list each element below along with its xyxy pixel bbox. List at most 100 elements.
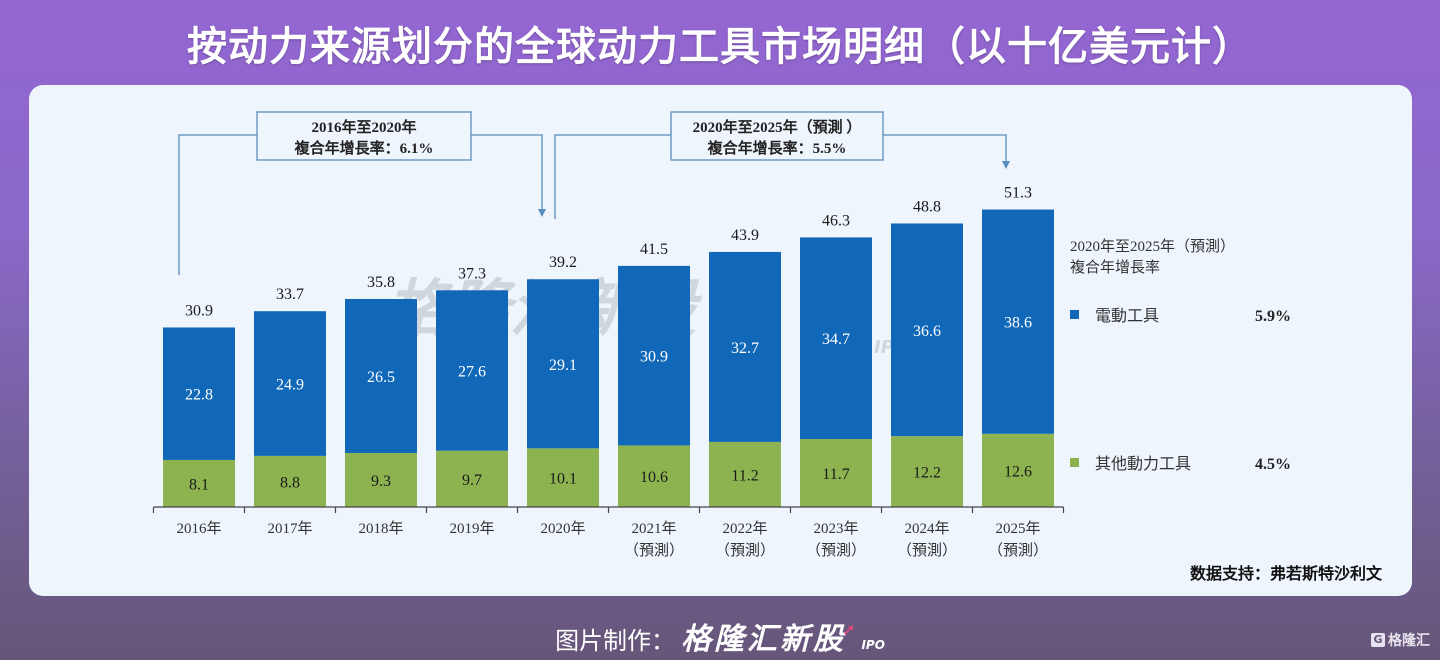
arrow-head-icon — [538, 209, 546, 217]
bar-segment-electric — [709, 251, 781, 442]
annotation-box — [670, 111, 884, 161]
data-label-other: 12.6 — [1004, 463, 1032, 480]
data-label-electric: 29.1 — [549, 357, 577, 374]
bar-segment-other — [345, 452, 417, 507]
data-label-electric: 38.6 — [1004, 315, 1032, 332]
bar-segment-electric — [345, 299, 417, 453]
data-label-other: 8.1 — [189, 476, 209, 493]
annotation-box — [256, 111, 472, 161]
x-tick-label: 2024年 — [904, 520, 949, 537]
bar-segment-other — [436, 450, 508, 507]
x-tick-label: 2016年 — [176, 520, 221, 537]
bar-segment-other — [527, 448, 599, 507]
footer-credit: 图片制作： 格隆汇新股➚ IPO — [0, 614, 1440, 658]
data-label-total: 48.8 — [913, 198, 941, 215]
chart-title: 按动力来源划分的全球动力工具市场明细（以十亿美元计） — [187, 24, 1253, 70]
logo-text: 格隆汇 — [1388, 633, 1430, 649]
data-label-electric: 30.9 — [640, 349, 668, 366]
legend-item-electric: 電動工具 5.9% — [1070, 307, 1291, 325]
bar-segment-electric — [254, 311, 326, 456]
footer-prefix: 图片制作： — [555, 627, 676, 655]
data-label-electric: 34.7 — [822, 331, 850, 348]
x-tick-note: （預測） — [988, 542, 1048, 559]
data-label-total: 30.9 — [185, 302, 213, 319]
logo-icon: G — [1371, 633, 1385, 647]
legend-label: 其他動力工具 — [1095, 455, 1191, 473]
x-tick-label: 2025年 — [995, 520, 1040, 537]
bars-group: 8.1 22.8 30.9 8.8 24.9 33.7 9.3 26.5 35.8 9.7 27.6… — [163, 185, 1054, 507]
data-label-other: 11.7 — [822, 466, 849, 483]
data-label-other: 9.7 — [462, 472, 482, 489]
data-label-total: 43.9 — [731, 227, 759, 244]
bar-segment-electric — [163, 327, 235, 460]
bar-segment-electric — [982, 209, 1054, 434]
annotation-line — [178, 134, 257, 275]
data-label-other: 10.1 — [549, 471, 577, 488]
x-tick-label: 2017年 — [267, 520, 312, 537]
data-label-electric: 22.8 — [185, 387, 213, 404]
x-tick-note: （預測） — [806, 542, 866, 559]
x-tick-label: 2019年 — [449, 520, 494, 537]
data-source: 数据支持：弗若斯特沙利文 — [1189, 564, 1382, 583]
data-label-other: 12.2 — [913, 465, 941, 482]
x-tick-note: （預測） — [897, 542, 957, 559]
legend-label: 電動工具 — [1095, 307, 1159, 325]
bar-segment-other — [709, 441, 781, 507]
bar-segment-electric — [891, 223, 963, 437]
data-label-electric: 24.9 — [276, 377, 304, 394]
x-tick-note: （預測） — [624, 542, 684, 559]
bar-segment-other — [982, 433, 1054, 507]
bar-segment-electric — [618, 265, 690, 446]
bar-segment-other — [254, 455, 326, 507]
bar-segment-other — [618, 445, 690, 507]
x-tick-label: 2023年 — [813, 520, 858, 537]
annotation-line1: 2016年至2020年 — [311, 118, 416, 136]
corner-logo: G 格隆汇 — [1371, 630, 1430, 650]
cagr-annotation-2020-2025: 2020年至2025年（預測 ） 複合年增長率：5.5% — [554, 111, 1010, 219]
x-axis: 2016年 2017年 2018年 2019年 2020年 2021年 （預測） 2022年 （… — [152, 506, 1065, 559]
annotation-line2: 複合年增長率：5.5% — [707, 139, 847, 157]
data-label-total: 41.5 — [640, 241, 668, 258]
data-label-total: 39.2 — [549, 254, 577, 271]
footer-brand: 格隆汇新股 — [681, 622, 847, 657]
legend-title-line1: 2020年至2025年（預測） — [1070, 238, 1235, 255]
stacked-bar-chart: 格隆汇新股 IPO 8.122.830.98.824.933.79.326.53… — [152, 111, 1291, 559]
data-label-total: 35.8 — [367, 274, 395, 291]
data-label-electric: 26.5 — [367, 369, 395, 386]
trend-arrow-icon: ➚ — [842, 620, 856, 639]
data-label-total: 46.3 — [822, 212, 850, 229]
bar-segment-electric — [436, 290, 508, 451]
chart-card: 格隆汇新股 IPO 8.122.830.98.824.933.79.326.53… — [29, 85, 1412, 596]
x-tick-label: 2018年 — [358, 520, 403, 537]
data-label-other: 9.3 — [371, 473, 391, 490]
bar-segment-other — [891, 436, 963, 507]
data-label-other: 10.6 — [640, 469, 668, 486]
bar-segment-electric — [527, 279, 599, 449]
annotation-line — [883, 134, 1007, 161]
data-label-electric: 32.7 — [731, 340, 759, 357]
annotation-line — [554, 134, 671, 219]
x-tick-label: 2022年 — [722, 520, 767, 537]
arrow-head-icon — [1002, 161, 1010, 169]
annotation-line2: 複合年增長率：6.1% — [294, 139, 434, 157]
data-label-electric: 36.6 — [913, 323, 941, 340]
legend-title-line2: 複合年增長率 — [1070, 259, 1160, 276]
legend-cagr-value: 4.5% — [1255, 456, 1291, 473]
bar-segment-other — [800, 439, 872, 507]
data-label-electric: 27.6 — [458, 363, 486, 380]
legend-swatch — [1070, 458, 1079, 467]
legend-cagr-value: 5.9% — [1255, 308, 1291, 325]
data-label-other: 8.8 — [280, 474, 300, 491]
data-label-total: 51.3 — [1004, 185, 1032, 202]
annotation-line — [471, 134, 543, 209]
bar-segment-other — [163, 459, 235, 507]
data-label-total: 37.3 — [458, 265, 486, 282]
x-tick-label: 2020年 — [540, 520, 585, 537]
x-tick-note: （預測） — [715, 542, 775, 559]
bar-segment-electric — [800, 237, 872, 440]
x-tick-label: 2021年 — [631, 520, 676, 537]
data-label-other: 11.2 — [731, 467, 758, 484]
